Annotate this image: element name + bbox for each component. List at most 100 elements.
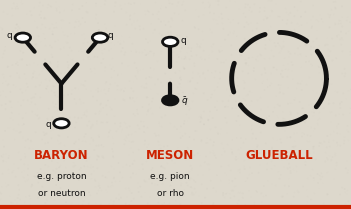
Point: [140, 68, 146, 71]
Point: [112, 114, 117, 118]
Point: [214, 99, 220, 103]
Point: [173, 156, 178, 159]
Point: [172, 161, 178, 165]
Point: [86, 190, 92, 194]
Point: [150, 97, 155, 100]
Point: [282, 129, 288, 133]
Point: [42, 154, 48, 158]
Point: [49, 32, 55, 36]
Point: [184, 36, 190, 39]
Point: [242, 167, 247, 171]
Point: [48, 62, 53, 65]
Point: [258, 54, 264, 57]
Point: [325, 170, 331, 174]
Point: [206, 6, 212, 9]
Text: q: q: [7, 31, 12, 41]
Point: [279, 47, 284, 50]
Point: [262, 38, 267, 41]
Point: [45, 6, 50, 9]
Point: [108, 37, 113, 40]
Point: [207, 110, 213, 113]
Point: [65, 93, 71, 97]
Point: [131, 197, 137, 200]
Point: [304, 204, 309, 207]
Point: [15, 29, 20, 32]
Point: [309, 26, 314, 30]
Point: [205, 69, 211, 72]
Point: [99, 52, 105, 55]
Point: [342, 67, 347, 70]
Point: [190, 71, 196, 74]
Point: [165, 81, 170, 84]
Point: [345, 168, 351, 172]
Point: [31, 61, 37, 65]
Point: [29, 77, 35, 81]
Point: [37, 13, 42, 17]
Point: [166, 99, 172, 102]
Point: [245, 93, 251, 96]
Point: [246, 64, 252, 67]
Point: [52, 34, 57, 38]
Point: [203, 155, 209, 158]
Point: [130, 162, 135, 166]
Point: [335, 143, 340, 147]
Point: [11, 2, 16, 5]
Point: [247, 6, 253, 9]
Point: [70, 122, 76, 125]
Point: [184, 104, 190, 107]
Point: [15, 64, 21, 67]
Point: [200, 1, 206, 4]
Point: [91, 148, 97, 152]
Point: [287, 122, 293, 126]
Point: [214, 57, 220, 61]
Point: [298, 127, 303, 131]
Point: [227, 94, 233, 98]
Point: [84, 10, 89, 13]
Point: [268, 157, 273, 160]
Point: [8, 100, 13, 103]
Point: [241, 11, 247, 15]
Point: [291, 145, 296, 148]
Point: [196, 28, 201, 31]
Point: [206, 54, 212, 57]
Point: [11, 169, 16, 172]
Point: [127, 64, 133, 67]
Point: [316, 144, 322, 148]
Point: [285, 50, 291, 53]
Point: [254, 22, 260, 25]
Point: [237, 20, 242, 23]
Point: [22, 145, 28, 148]
Point: [226, 179, 232, 182]
Point: [88, 127, 94, 130]
Point: [122, 122, 128, 125]
Point: [96, 28, 101, 32]
Point: [65, 60, 70, 64]
Point: [291, 132, 297, 135]
Point: [73, 102, 79, 105]
Point: [326, 25, 332, 29]
Point: [81, 135, 87, 138]
Point: [237, 124, 243, 127]
Point: [133, 49, 139, 52]
Point: [99, 43, 104, 46]
Point: [291, 78, 297, 81]
Point: [48, 89, 54, 92]
Point: [60, 31, 66, 34]
Point: [219, 22, 225, 25]
Point: [302, 112, 307, 115]
Point: [292, 14, 297, 18]
Point: [91, 169, 97, 173]
Point: [159, 125, 164, 128]
Point: [329, 29, 335, 32]
Point: [84, 115, 89, 118]
Point: [152, 28, 158, 31]
Point: [47, 157, 53, 160]
Point: [317, 71, 322, 75]
Point: [209, 93, 215, 96]
Point: [159, 116, 164, 119]
Point: [285, 102, 291, 106]
Point: [13, 7, 19, 10]
Point: [201, 13, 206, 17]
Point: [194, 54, 199, 57]
Point: [184, 113, 189, 116]
